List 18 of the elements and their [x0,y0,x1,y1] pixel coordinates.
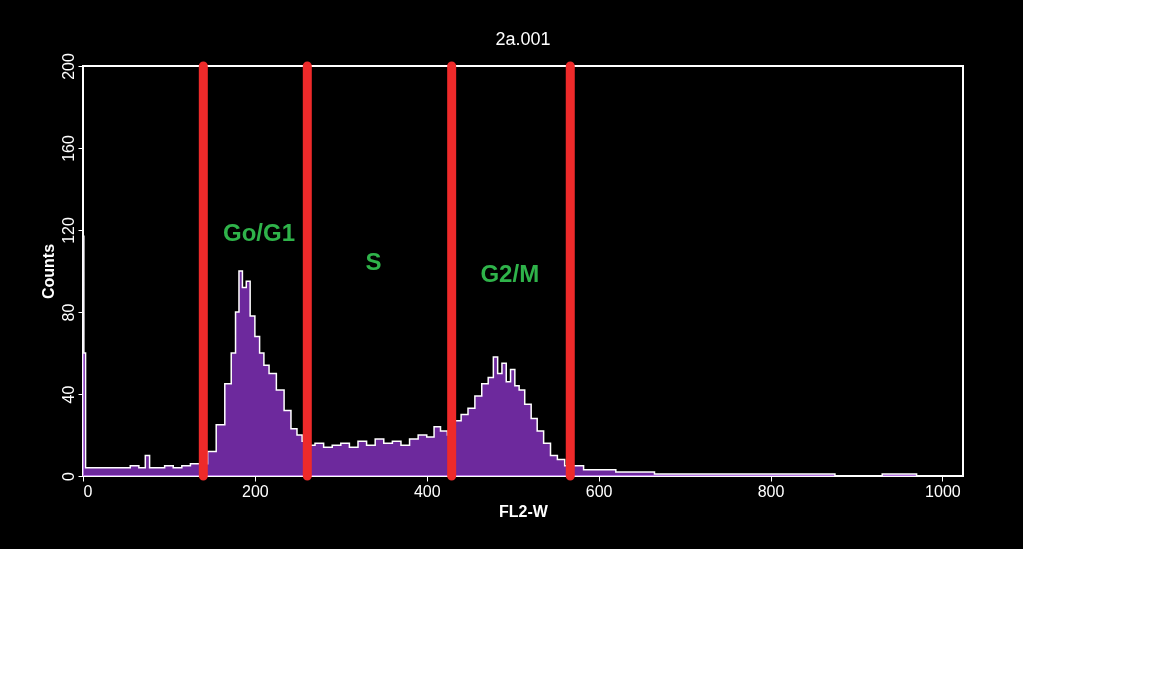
x-axis-title: FL2-W [499,502,549,520]
y-tick-label: 160 [59,135,77,162]
annotation: G2/M [480,260,540,288]
x-tick-label: 0 [83,482,93,500]
x-tick-label: 400 [413,482,441,500]
x-tick-label: 1000 [925,482,961,500]
x-tick-label: 600 [585,482,613,500]
annotation: Go/G1 [222,219,296,247]
x-tick-label: 200 [242,482,269,500]
y-axis-title: Counts [39,243,57,300]
y-tick-label: 0 [59,471,77,481]
y-tick-label: 80 [59,303,77,322]
y-tick-label: 40 [59,385,77,404]
annotation: S [365,247,382,275]
x-tick-label: 800 [757,482,785,500]
y-tick-label: 120 [59,217,77,244]
chart-title: 2a.001 [495,28,551,49]
y-tick-label: 200 [59,53,77,80]
